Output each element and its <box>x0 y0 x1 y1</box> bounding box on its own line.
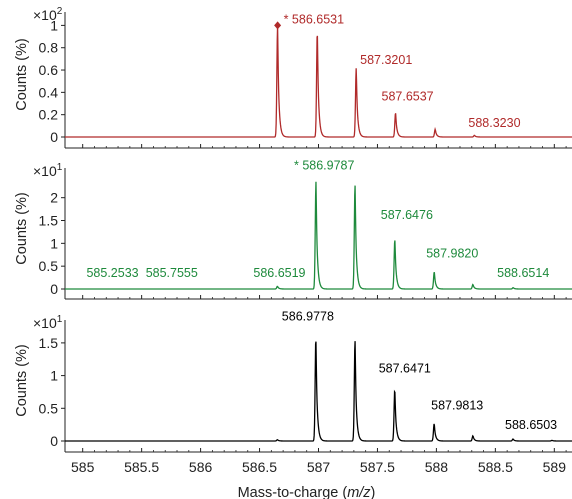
y-axis-title: Counts (%) <box>14 344 30 417</box>
x-tick-label: 587.5 <box>360 459 395 475</box>
x-tick-label: 588 <box>425 459 449 475</box>
peak-label: * 586.9787 <box>294 159 355 173</box>
x-axis-title-part: Mass-to-charge ( <box>238 485 348 499</box>
x-axis-title-part: m/z <box>347 485 371 499</box>
y-tick-label: 0.8 <box>39 40 59 56</box>
peak-label: 585.7555 <box>146 266 198 280</box>
peak-label: 586.6519 <box>253 266 305 280</box>
y-tick-label: 0 <box>50 281 58 297</box>
peak-label: 587.6537 <box>382 89 434 103</box>
x-axis-title-part: ) <box>371 485 376 499</box>
y-tick-label: 1.5 <box>39 335 59 351</box>
scale-factor-base: ×10 <box>33 7 57 23</box>
x-tick-label: 585 <box>71 459 95 475</box>
peak-label: 585.2533 <box>86 266 138 280</box>
peak-marker-diamond <box>274 21 282 30</box>
y-tick-label: 0.2 <box>39 107 59 123</box>
peak-label: 587.9820 <box>426 247 478 261</box>
x-axis-title: Mass-to-charge (m/z) <box>238 485 376 499</box>
peak-label: * 586.6531 <box>284 12 345 26</box>
y-tick-label: 1.5 <box>39 213 59 229</box>
scale-factor-label: ×101 <box>33 162 63 179</box>
y-tick-label: 1 <box>50 17 58 33</box>
spectrum-trace <box>65 25 572 138</box>
x-tick-label: 586.5 <box>242 459 277 475</box>
peak-label: 588.3230 <box>468 116 520 130</box>
peak-label: 586.9778 <box>282 309 334 323</box>
scale-factor-exponent: 1 <box>57 314 63 325</box>
y-tick-label: 0.6 <box>39 62 59 78</box>
peak-label: 587.3201 <box>360 53 412 67</box>
y-tick-label: 0.5 <box>39 258 59 274</box>
y-tick-label: 0 <box>50 433 58 449</box>
y-axis-title: Counts (%) <box>14 192 30 265</box>
x-tick-label: 587 <box>307 459 331 475</box>
peak-label: 588.6514 <box>497 266 549 280</box>
scale-factor-label: ×102 <box>33 6 63 23</box>
spectrum-trace <box>65 181 572 290</box>
y-axis-title: Counts (%) <box>14 38 30 111</box>
peak-label: 588.6503 <box>505 418 557 432</box>
scale-factor-exponent: 1 <box>57 162 63 173</box>
x-tick-label: 585.5 <box>124 459 159 475</box>
scale-factor-base: ×10 <box>33 315 57 331</box>
y-tick-label: 0.4 <box>39 84 59 100</box>
y-tick-label: 0 <box>50 129 58 145</box>
peak-label: 587.6471 <box>379 362 431 376</box>
scale-factor-base: ×10 <box>33 163 57 179</box>
spectrum-trace <box>65 341 572 442</box>
y-tick-label: 2 <box>50 190 58 206</box>
x-tick-label: 589 <box>543 459 567 475</box>
peak-label: 587.6476 <box>381 208 433 222</box>
peak-label: 587.9813 <box>431 398 483 412</box>
y-tick-label: 1 <box>50 368 58 384</box>
scale-factor-label: ×101 <box>33 314 63 331</box>
x-tick-label: 586 <box>189 459 213 475</box>
x-tick-label: 588.5 <box>478 459 513 475</box>
scale-factor-exponent: 2 <box>57 6 63 17</box>
y-tick-label: 0.5 <box>39 400 59 416</box>
y-tick-label: 1 <box>50 235 58 251</box>
